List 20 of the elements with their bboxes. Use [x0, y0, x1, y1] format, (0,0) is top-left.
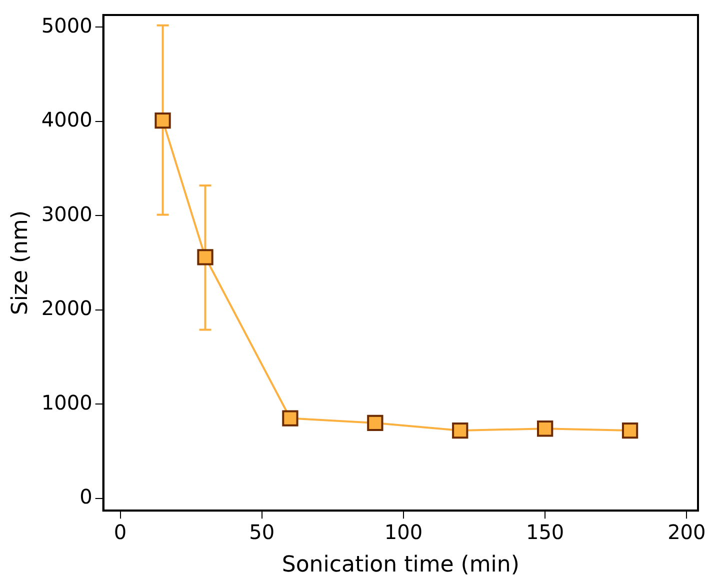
y-axis-title: Size (nm)	[8, 210, 33, 316]
y-tick-label: 4000	[41, 108, 92, 132]
x-tick-label: 200	[668, 520, 706, 544]
y-tick-label: 1000	[41, 390, 92, 414]
point	[282, 410, 298, 426]
point	[154, 112, 171, 129]
point	[452, 422, 468, 439]
point	[197, 249, 214, 266]
y-tick-label: 5000	[41, 13, 92, 38]
y-tick-label: 3000	[41, 202, 92, 226]
x-tick-label: 0	[114, 520, 127, 544]
point	[537, 420, 554, 437]
point	[367, 414, 384, 432]
y-tick-label: 2000	[41, 296, 92, 320]
x-tick-label: 50	[249, 520, 275, 544]
x-tick-label: 100	[384, 520, 423, 544]
point	[622, 422, 638, 439]
x-axis-title: Sonication time (min)	[282, 552, 520, 578]
y-tick-label: 0	[80, 484, 92, 509]
x-tick-label: 150	[526, 520, 564, 544]
